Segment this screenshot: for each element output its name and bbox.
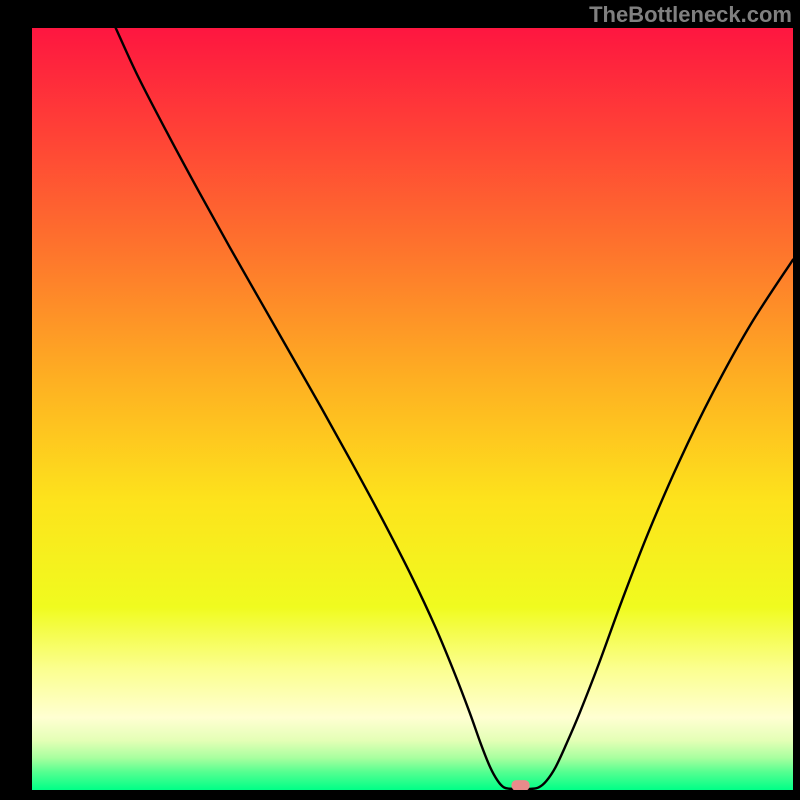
optimum-marker bbox=[511, 780, 529, 790]
plot-background bbox=[32, 28, 793, 790]
plot-svg bbox=[32, 28, 793, 790]
plot-area bbox=[32, 28, 793, 790]
watermark-text: TheBottleneck.com bbox=[589, 2, 792, 28]
chart-frame: TheBottleneck.com bbox=[0, 0, 800, 800]
